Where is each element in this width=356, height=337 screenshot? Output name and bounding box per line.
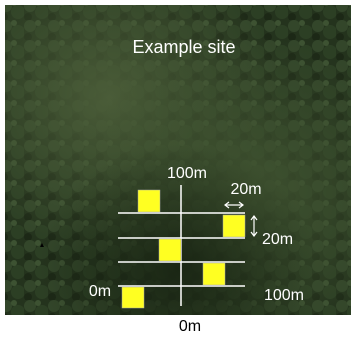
label-right: 100m <box>264 287 304 304</box>
label-bottom: 0m <box>179 318 201 335</box>
label-top: 100m <box>167 165 207 182</box>
site-title: Example site <box>132 37 235 57</box>
label-width: 20m <box>230 181 261 198</box>
diagram: Example site 100m 20m 20m 0m 100m 0m <box>0 0 356 337</box>
label-height: 20m <box>262 231 293 248</box>
label-left: 0m <box>89 283 111 300</box>
